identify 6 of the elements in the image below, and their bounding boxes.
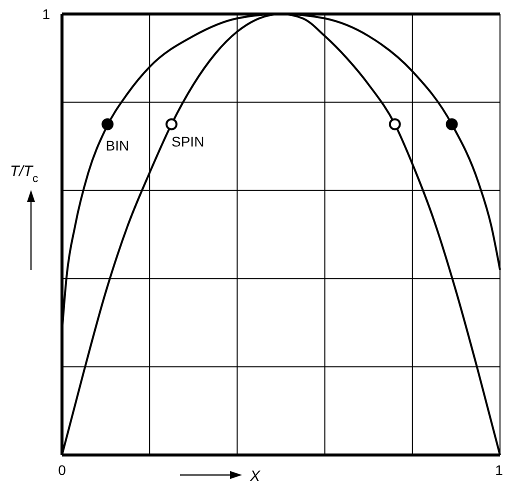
series-label: SPIN xyxy=(172,133,204,150)
y-axis-title: T/T$_{c}$ xyxy=(10,163,38,185)
series-label: BIN xyxy=(106,138,130,154)
x-axis-title: X xyxy=(249,468,261,485)
x-tick-label: 0 xyxy=(58,462,66,478)
text: 1 xyxy=(42,6,50,22)
